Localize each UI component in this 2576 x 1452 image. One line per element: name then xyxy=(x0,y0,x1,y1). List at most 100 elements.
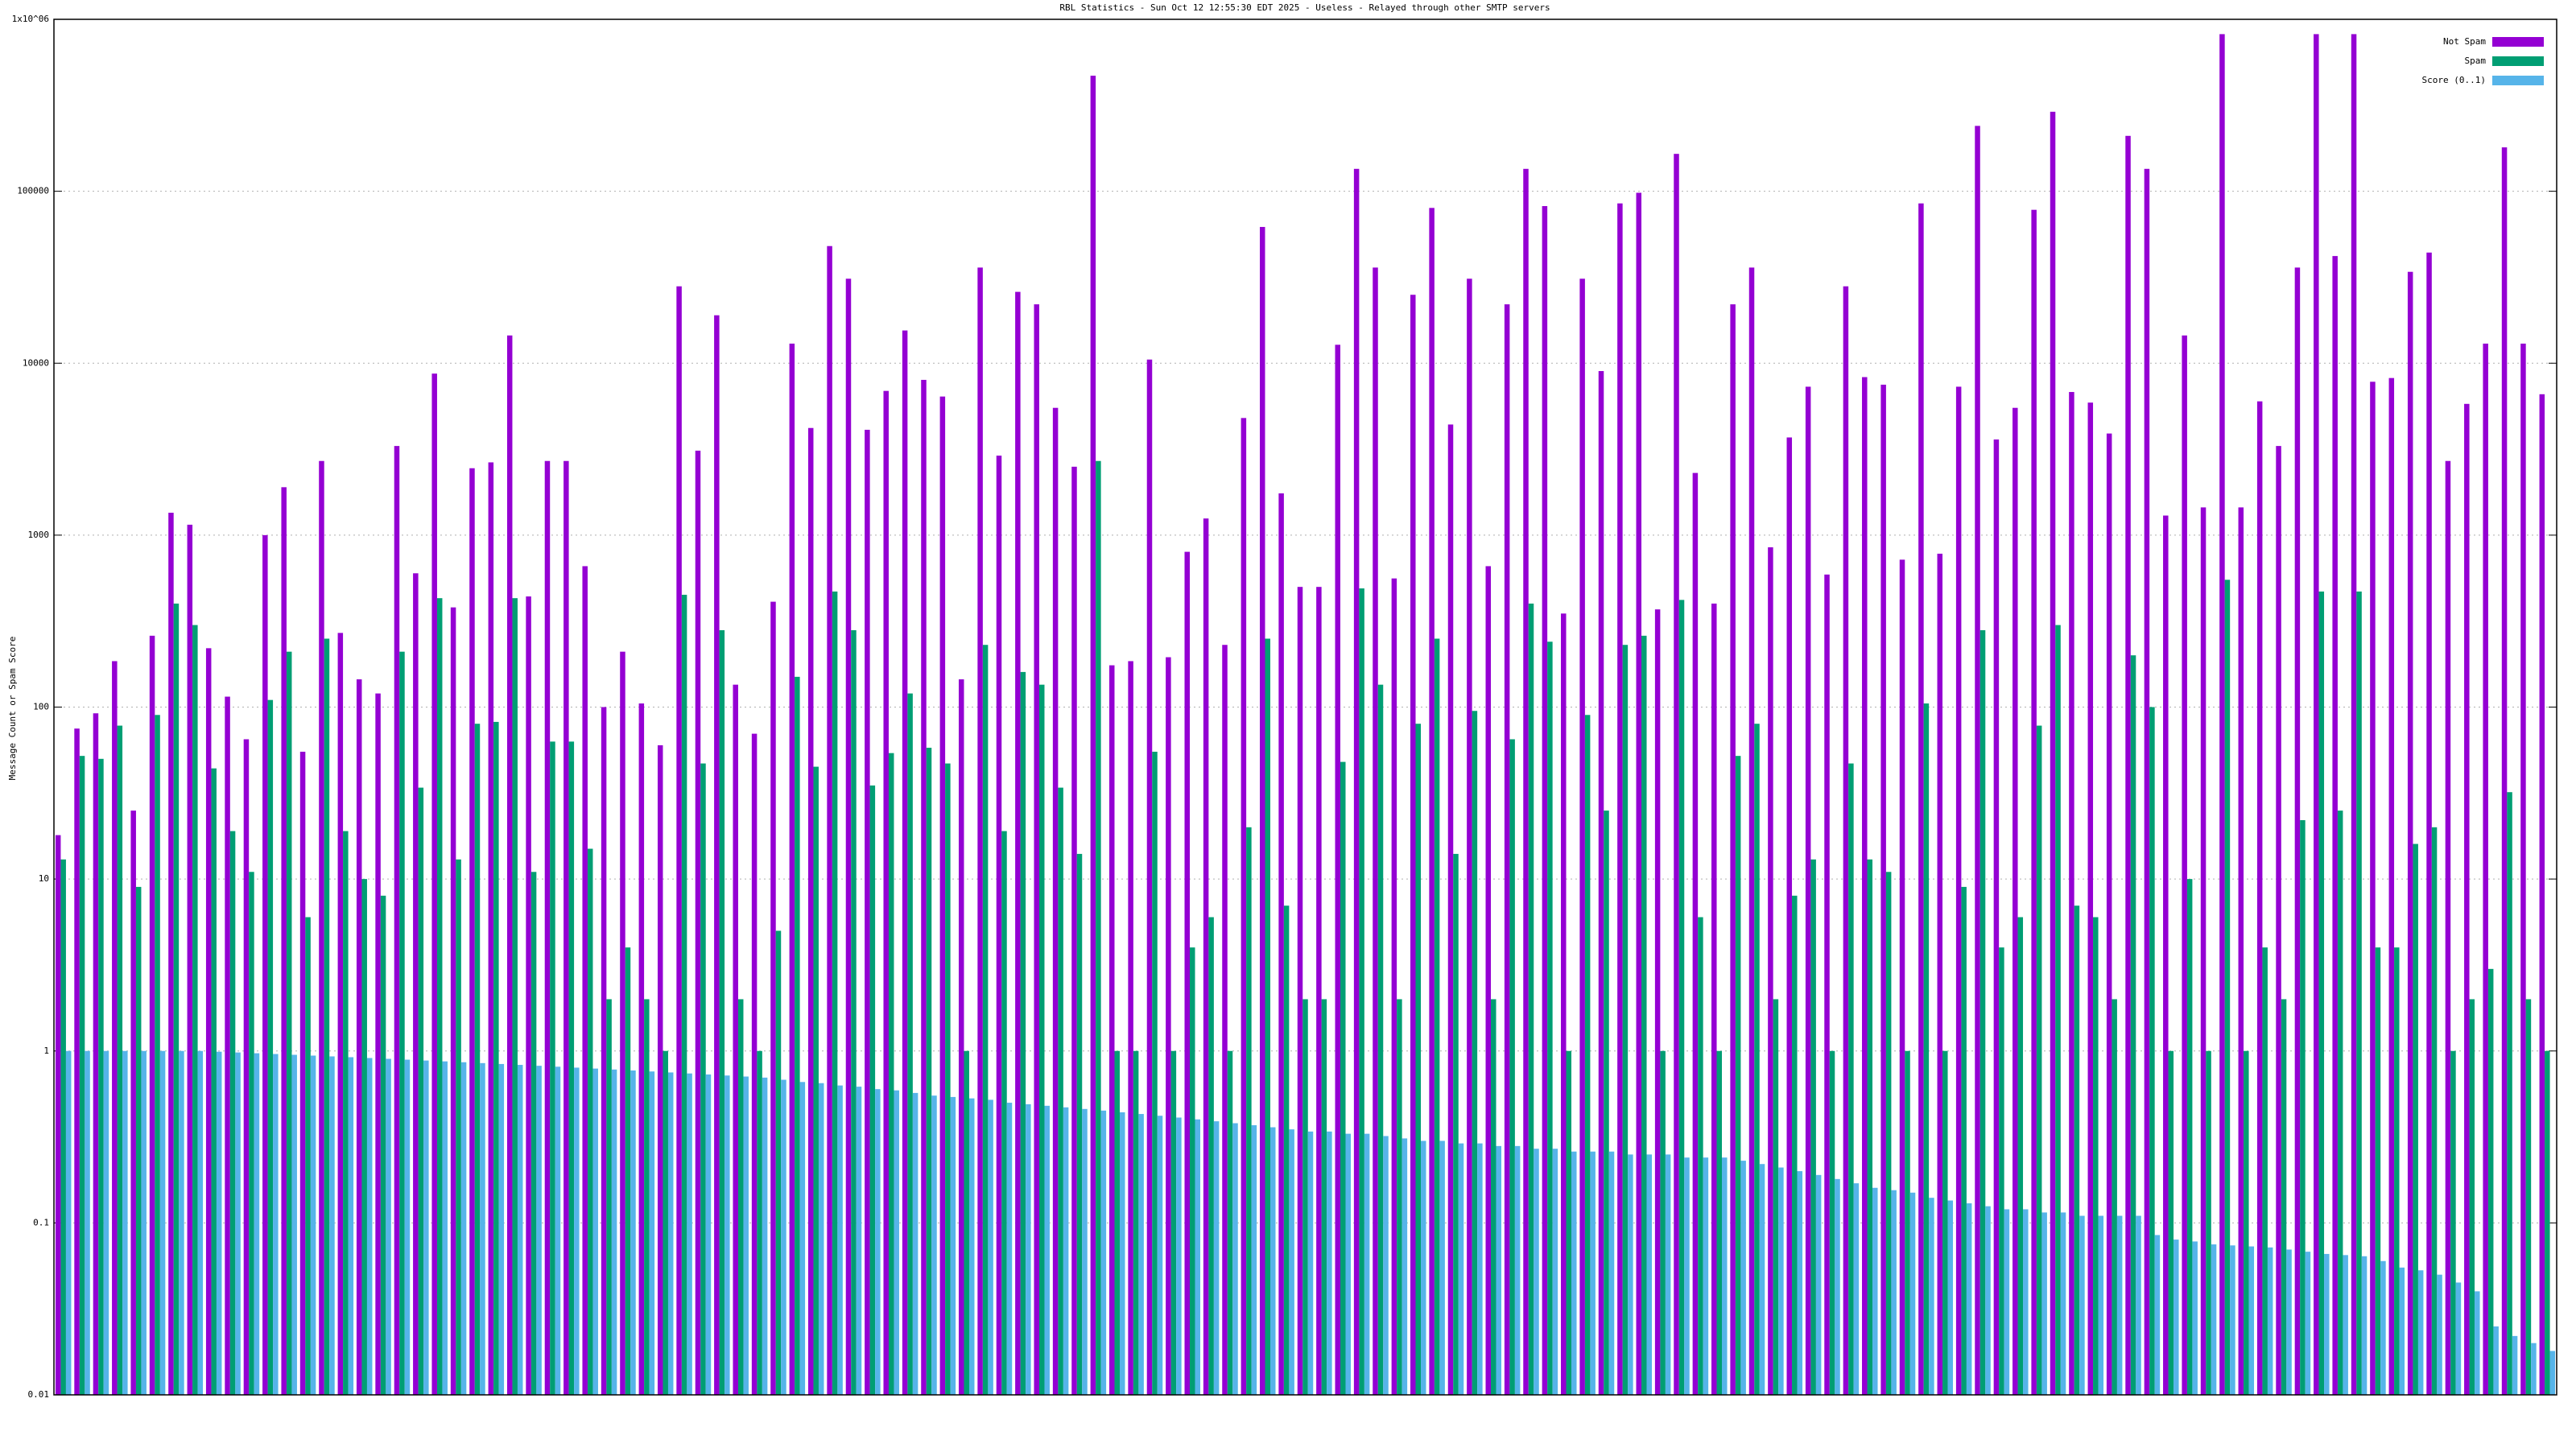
bar xyxy=(2276,446,2281,1396)
bar xyxy=(1678,600,1685,1395)
bar xyxy=(474,724,481,1395)
bar xyxy=(1923,703,1930,1395)
bar xyxy=(506,335,513,1395)
bar xyxy=(724,1075,730,1395)
bar xyxy=(681,594,687,1395)
bar xyxy=(1138,1114,1144,1395)
bar xyxy=(625,947,631,1395)
bar xyxy=(1203,518,1209,1395)
bar xyxy=(1754,724,1760,1395)
bar xyxy=(751,733,758,1395)
bar xyxy=(480,1062,485,1395)
legend-label: Score (0..1) xyxy=(2422,75,2486,85)
bar xyxy=(851,629,857,1395)
bar xyxy=(743,1076,749,1395)
bar xyxy=(423,1060,429,1395)
bar xyxy=(620,651,625,1395)
bar xyxy=(2036,725,2042,1395)
bar xyxy=(1321,999,1327,1395)
bar xyxy=(1269,1127,1276,1395)
bar xyxy=(770,601,776,1395)
bar xyxy=(1232,1123,1238,1395)
bar xyxy=(1590,1151,1596,1395)
bar xyxy=(324,638,330,1395)
bar xyxy=(1722,1157,1728,1395)
bar xyxy=(2286,1249,2292,1395)
bar xyxy=(1698,917,1703,1395)
bar xyxy=(1552,1149,1558,1395)
bar xyxy=(79,756,85,1395)
bar xyxy=(1477,1143,1483,1395)
bar xyxy=(982,645,989,1395)
bar xyxy=(2483,343,2488,1396)
bar xyxy=(122,1050,128,1395)
bar xyxy=(1654,609,1661,1395)
bar xyxy=(667,1072,674,1395)
bar xyxy=(2023,1209,2029,1395)
bar xyxy=(1853,1183,1860,1395)
bar xyxy=(781,1079,786,1395)
bar xyxy=(1283,905,1290,1395)
bar xyxy=(1735,756,1741,1395)
bar xyxy=(399,651,405,1395)
bar xyxy=(875,1089,881,1395)
bar xyxy=(1208,917,1214,1395)
bar xyxy=(939,396,946,1396)
bar xyxy=(2074,905,2080,1395)
bar xyxy=(1472,711,1478,1395)
bar xyxy=(2186,879,2193,1395)
bar xyxy=(413,573,419,1395)
bar xyxy=(1447,424,1454,1395)
bar xyxy=(2549,1351,2556,1395)
bar xyxy=(1636,192,1642,1396)
legend-label: Spam xyxy=(2465,56,2487,66)
bar xyxy=(1961,886,1967,1395)
bar xyxy=(319,460,324,1396)
bar xyxy=(945,763,951,1395)
bar xyxy=(1170,1050,1177,1395)
bar xyxy=(74,728,80,1395)
bar xyxy=(117,725,123,1395)
bar xyxy=(644,999,650,1395)
bar xyxy=(460,1062,467,1395)
bar xyxy=(2343,1255,2348,1395)
bar xyxy=(98,758,104,1395)
bar xyxy=(977,267,983,1395)
bar xyxy=(2149,707,2155,1395)
bar xyxy=(2437,1274,2442,1395)
bar xyxy=(436,598,443,1395)
bar xyxy=(2426,252,2432,1395)
bar xyxy=(1571,1151,1577,1395)
bar xyxy=(1937,553,1943,1395)
bar xyxy=(305,917,311,1395)
bar xyxy=(286,651,292,1395)
bar xyxy=(168,513,174,1395)
bar xyxy=(1523,168,1529,1395)
bar xyxy=(2300,819,2306,1395)
bar xyxy=(1383,1136,1389,1395)
y-axis-label: Message Count or Spam Score xyxy=(7,637,18,781)
bar xyxy=(1415,724,1422,1395)
bar xyxy=(229,831,236,1395)
bar xyxy=(2017,917,2024,1395)
bar xyxy=(361,879,367,1395)
bar xyxy=(1579,278,1585,1396)
bar xyxy=(1692,472,1699,1396)
bar xyxy=(1353,168,1360,1395)
bar xyxy=(1885,872,1892,1395)
bar xyxy=(1805,386,1811,1396)
bar xyxy=(1862,377,1868,1395)
bar xyxy=(912,1092,919,1395)
bar xyxy=(638,703,645,1395)
bar xyxy=(1278,493,1284,1395)
bar xyxy=(931,1095,937,1395)
bar xyxy=(1076,853,1083,1395)
bar xyxy=(2501,147,2508,1395)
bar xyxy=(1090,76,1096,1395)
bar xyxy=(1975,126,1980,1396)
bar xyxy=(2281,999,2287,1395)
bar xyxy=(1467,278,1472,1396)
bar xyxy=(1246,827,1252,1395)
bar xyxy=(1453,853,1459,1395)
bar xyxy=(1289,1129,1294,1395)
